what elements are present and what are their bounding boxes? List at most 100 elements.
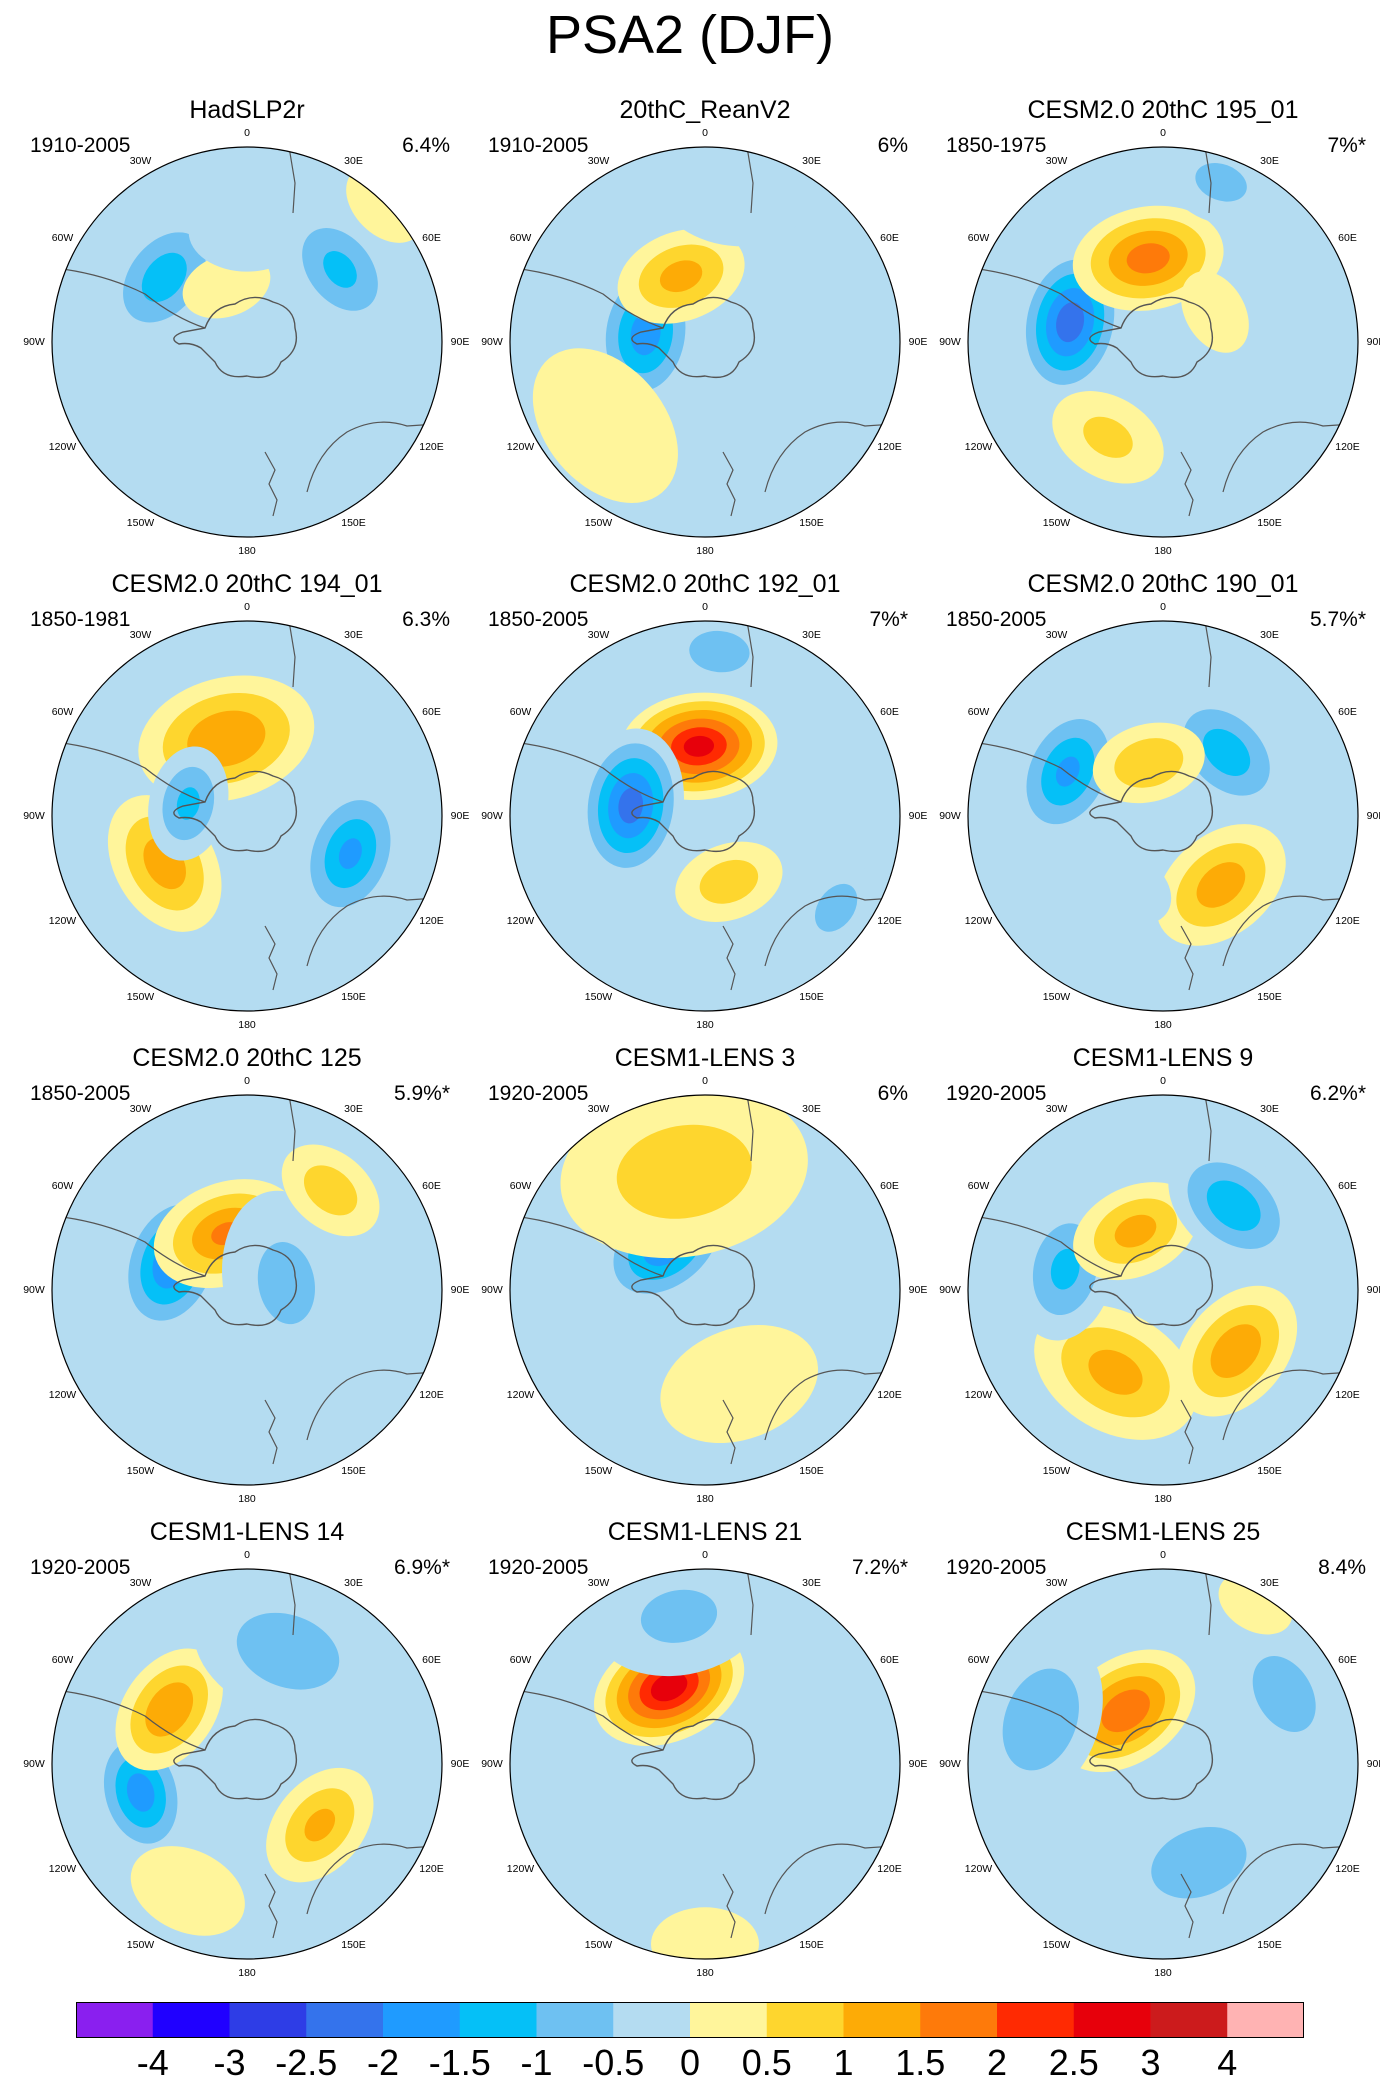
- antarctica-coastline: [173, 770, 298, 853]
- panel-years: 1910-2005: [30, 134, 131, 157]
- new-zealand-coastline: [722, 925, 736, 991]
- contour-band: [640, 1589, 718, 1643]
- longitude-label: 150E: [1257, 517, 1282, 529]
- longitude-label: 150W: [126, 1465, 155, 1477]
- australia-coastline: [764, 1369, 896, 1441]
- longitude-label: 60E: [880, 705, 899, 718]
- colorbar-swatch: [997, 2002, 1075, 2038]
- longitude-label: 90W: [939, 1758, 961, 1770]
- panel-title: HadSLP2r: [189, 96, 305, 124]
- colorbar-tick-label: -0.5: [582, 2042, 645, 2083]
- south-america-coastline: [970, 1689, 1122, 1751]
- south-america-coastline: [54, 1689, 206, 1751]
- map-panel: CESM2.0 20thC 194_01 1850-1981 6.3% 0 30E 60E…: [22, 570, 472, 1040]
- map-panel: CESM2.0 20thC 125 1850-2005 5.9%* 0 30E 60E 90…: [22, 1044, 472, 1514]
- longitude-label: 30W: [587, 629, 610, 641]
- field-background: [968, 621, 1358, 1011]
- longitude-label: 120E: [1335, 914, 1360, 927]
- longitude-label: 150E: [1257, 991, 1282, 1003]
- africa-coastline: [1204, 621, 1212, 688]
- antarctica-coastline: [173, 296, 298, 379]
- colorbar-swatch: [76, 2002, 154, 2038]
- longitude-label: 60E: [1338, 1653, 1357, 1666]
- longitude-label: 30W: [587, 1103, 610, 1115]
- longitude-label: 150W: [1042, 991, 1071, 1003]
- longitude-label: 150W: [126, 517, 155, 529]
- africa-coastline: [1204, 1569, 1212, 1636]
- contour-band: [1196, 862, 1246, 908]
- longitude-label: 150E: [341, 991, 366, 1003]
- longitude-label: 150E: [1257, 1939, 1282, 1951]
- longitude-label: 90W: [939, 810, 961, 822]
- australia-coastline: [764, 895, 896, 967]
- longitude-label: 180: [1154, 1019, 1172, 1031]
- south-america-coastline: [970, 1215, 1122, 1277]
- longitude-label: 150E: [341, 1939, 366, 1951]
- panel-years: 1920-2005: [30, 1556, 131, 1579]
- colorbar-swatch: [1150, 2002, 1228, 2038]
- longitude-label: 90E: [1366, 336, 1380, 348]
- contour-band: [1181, 271, 1249, 353]
- field-background: [968, 147, 1358, 537]
- longitude-label: 180: [1154, 1967, 1172, 1979]
- africa-coastline: [746, 1569, 754, 1636]
- contour-band: [1114, 738, 1184, 788]
- longitude-label: 60W: [967, 705, 990, 718]
- polar-map: [967, 620, 1359, 1012]
- panel-title: CESM2.0 20thC 194_01: [111, 570, 383, 598]
- panel-title: CESM2.0 20thC 190_01: [1027, 570, 1299, 598]
- africa-coastline: [288, 621, 296, 688]
- field-background: [52, 621, 442, 1011]
- longitude-label: 30W: [1045, 629, 1068, 641]
- contour-band: [618, 787, 644, 824]
- map-panel: CESM2.0 20thC 190_01 1850-2005 5.7%* 0 30E 60…: [938, 570, 1380, 1040]
- panel-title: 20thC_ReanV2: [619, 96, 791, 124]
- south-america-coastline: [970, 741, 1122, 803]
- longitude-label: 180: [696, 1019, 714, 1031]
- polar-map: [509, 620, 901, 1012]
- longitude-label: 60E: [1338, 1179, 1357, 1192]
- longitude-label: 60W: [967, 1179, 990, 1192]
- longitude-label: 150E: [799, 991, 824, 1003]
- longitude-label: 150E: [799, 1939, 824, 1951]
- colorbar-tick-label: 1: [833, 2042, 854, 2083]
- longitude-label: 90W: [23, 336, 45, 348]
- longitude-label: 30W: [129, 1103, 152, 1115]
- longitude-label: 120W: [964, 440, 993, 453]
- longitude-label: 90W: [939, 336, 961, 348]
- panel-variance: 7%*: [869, 608, 908, 631]
- australia-coastline: [1222, 895, 1354, 967]
- longitude-label: 60E: [422, 705, 441, 718]
- panel-title: CESM1-LENS 21: [607, 1518, 803, 1546]
- longitude-label: 150W: [584, 517, 613, 529]
- longitude-label: 30W: [587, 1577, 610, 1589]
- contour-band: [532, 348, 678, 503]
- polar-map: [51, 146, 443, 538]
- antarctica-coastline: [173, 1718, 298, 1801]
- longitude-label: 150W: [584, 1465, 613, 1477]
- contour-band: [188, 192, 306, 272]
- panel-title: CESM2.0 20thC 195_01: [1027, 96, 1299, 124]
- longitude-label: 90E: [450, 336, 470, 348]
- map-boundary: [967, 1094, 1359, 1486]
- longitude-label: 60E: [1338, 705, 1357, 718]
- longitude-label: 60E: [422, 1179, 441, 1192]
- longitude-label: 0: [1160, 127, 1166, 139]
- new-zealand-coastline: [722, 451, 736, 517]
- contour-band: [1002, 1668, 1079, 1771]
- longitude-label: 60E: [422, 1653, 441, 1666]
- longitude-label: 90W: [481, 1284, 503, 1296]
- longitude-label: 90W: [23, 810, 45, 822]
- longitude-label: 90E: [1366, 1758, 1380, 1770]
- map-boundary: [967, 1568, 1359, 1960]
- south-america-coastline: [54, 1215, 206, 1277]
- panel-years: 1920-2005: [488, 1556, 589, 1579]
- panel-years: 1920-2005: [488, 1082, 589, 1105]
- colorbar-tick-label: 2.5: [1048, 2042, 1099, 2083]
- africa-coastline: [1204, 1095, 1212, 1162]
- longitude-label: 180: [238, 1493, 256, 1505]
- south-america-coastline: [512, 267, 664, 329]
- panel-variance: 7%*: [1327, 134, 1366, 157]
- longitude-label: 90E: [1366, 810, 1380, 822]
- south-america-coastline: [512, 1689, 664, 1751]
